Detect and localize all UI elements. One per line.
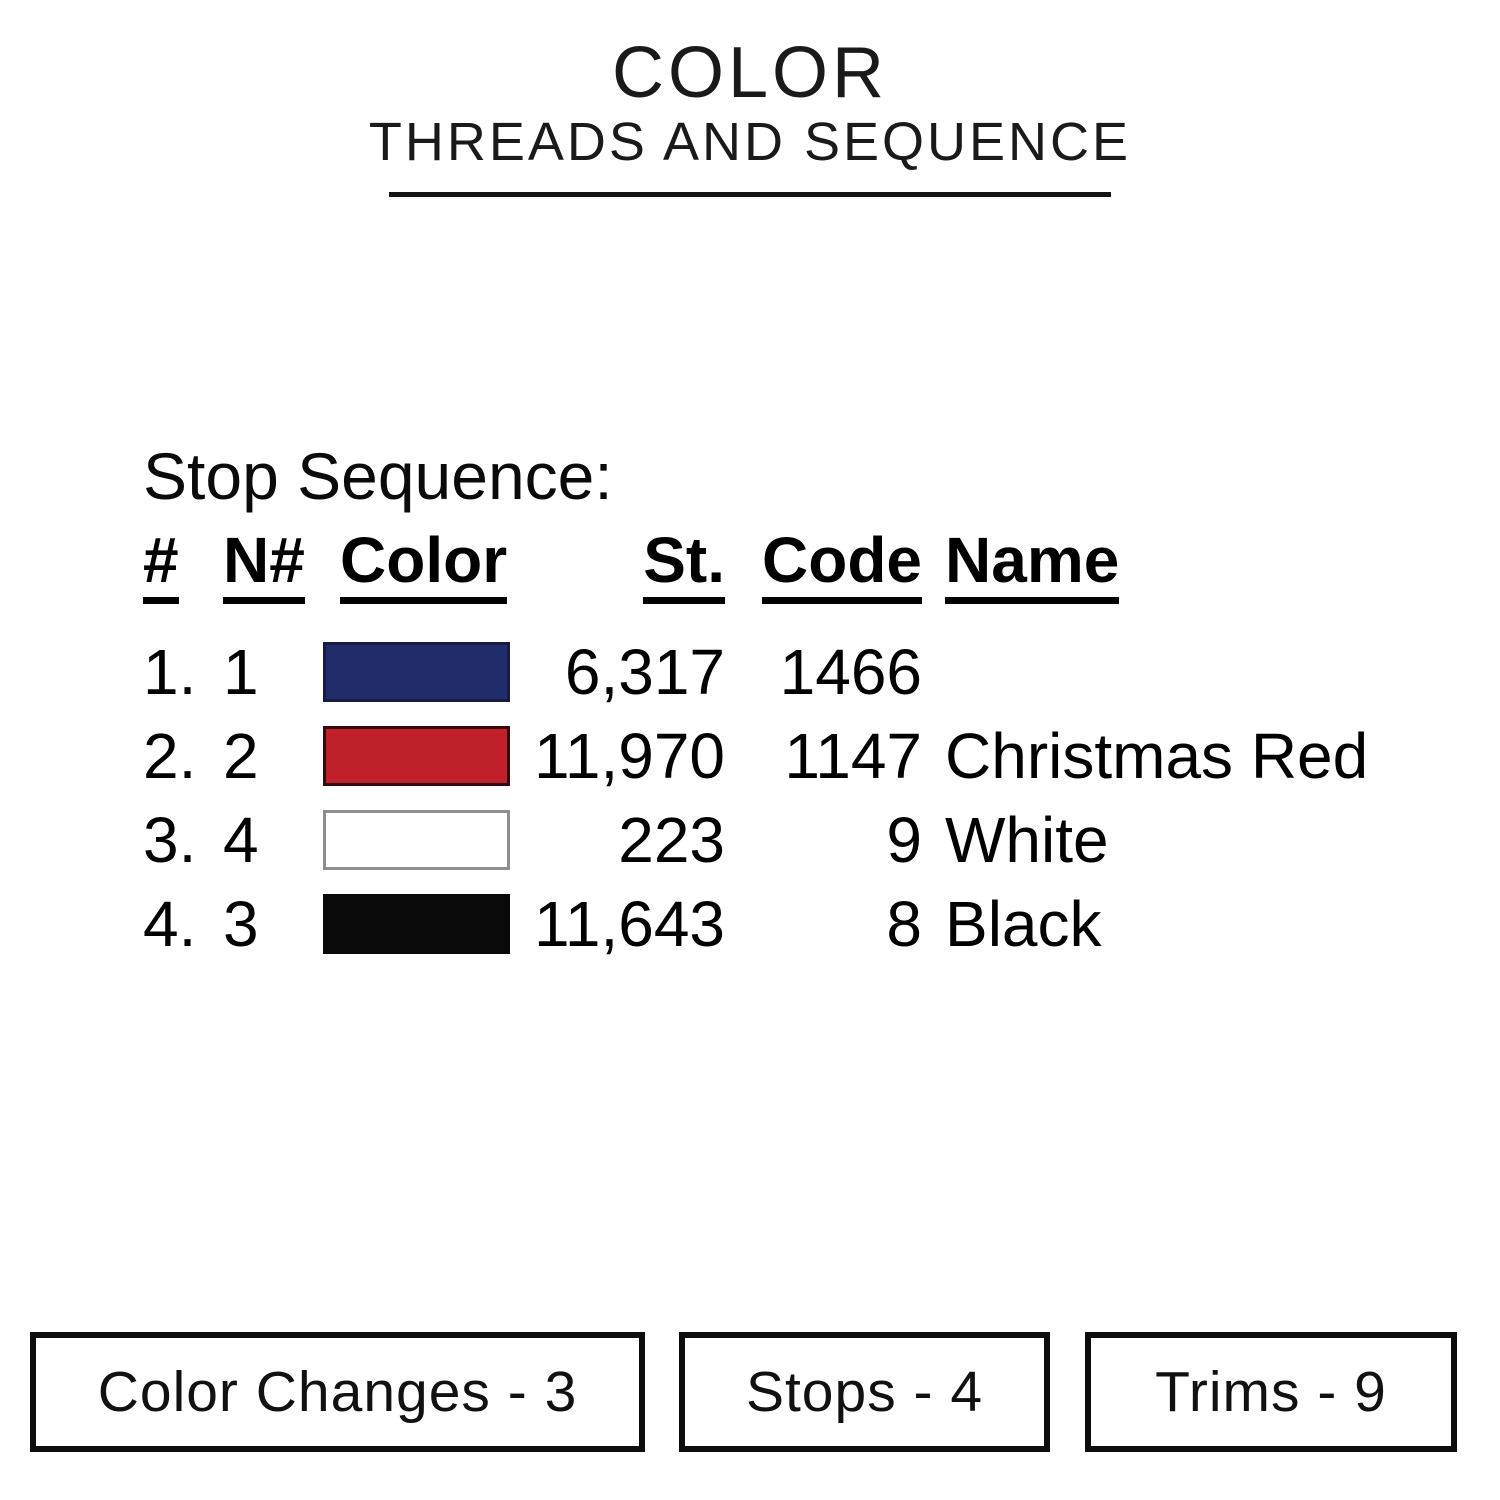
stops-box: Stops - 4 — [679, 1332, 1050, 1452]
color-changes-label: Color Changes - 3 — [97, 1360, 578, 1424]
thread-name: Black — [945, 888, 1102, 960]
needle-number: 2 — [223, 720, 259, 792]
page-header: COLOR THREADS AND SEQUENCE — [0, 33, 1500, 197]
thread-code: 8 — [886, 888, 922, 960]
col-header-needle: N# — [223, 528, 323, 618]
title-underline — [389, 192, 1111, 197]
col-header-num: # — [143, 528, 223, 618]
thread-code: 1147 — [784, 720, 922, 792]
col-header-color: Color — [323, 528, 510, 618]
col-header-name: Name — [922, 528, 1402, 618]
thread-name: White — [945, 804, 1109, 876]
stop-sequence-table: # N# Color St. Code Name 1. 1 6,317 1466… — [143, 528, 1402, 960]
color-swatch — [323, 894, 510, 954]
col-header-code: Code — [725, 528, 922, 618]
col-header-stitches: St. — [510, 528, 725, 618]
stitch-count: 11,970 — [534, 720, 725, 792]
row-number: 3. — [143, 804, 197, 876]
stop-sequence-section: Stop Sequence: # N# Color St. Code Name … — [143, 439, 1402, 960]
color-swatch — [323, 810, 510, 870]
page-subtitle: THREADS AND SEQUENCE — [368, 112, 1132, 172]
trims-label: Trims - 9 — [1155, 1360, 1387, 1424]
stitch-count: 223 — [618, 804, 725, 876]
needle-number: 4 — [223, 804, 259, 876]
color-changes-box: Color Changes - 3 — [30, 1332, 645, 1452]
row-number: 2. — [143, 720, 197, 792]
trims-box: Trims - 9 — [1085, 1332, 1457, 1452]
color-swatch — [323, 642, 510, 702]
needle-number: 1 — [223, 636, 259, 708]
stop-sequence-heading: Stop Sequence: — [143, 439, 613, 513]
row-number: 4. — [143, 888, 197, 960]
row-number: 1. — [143, 636, 197, 708]
stitch-count: 6,317 — [564, 636, 725, 708]
thread-name: Christmas Red — [945, 720, 1369, 792]
color-swatch — [323, 726, 510, 786]
stops-label: Stops - 4 — [745, 1360, 984, 1424]
thread-code: 1466 — [779, 636, 922, 708]
needle-number: 3 — [223, 888, 259, 960]
page-title: COLOR — [611, 33, 889, 113]
thread-code: 9 — [886, 804, 922, 876]
stitch-count: 11,643 — [534, 888, 725, 960]
